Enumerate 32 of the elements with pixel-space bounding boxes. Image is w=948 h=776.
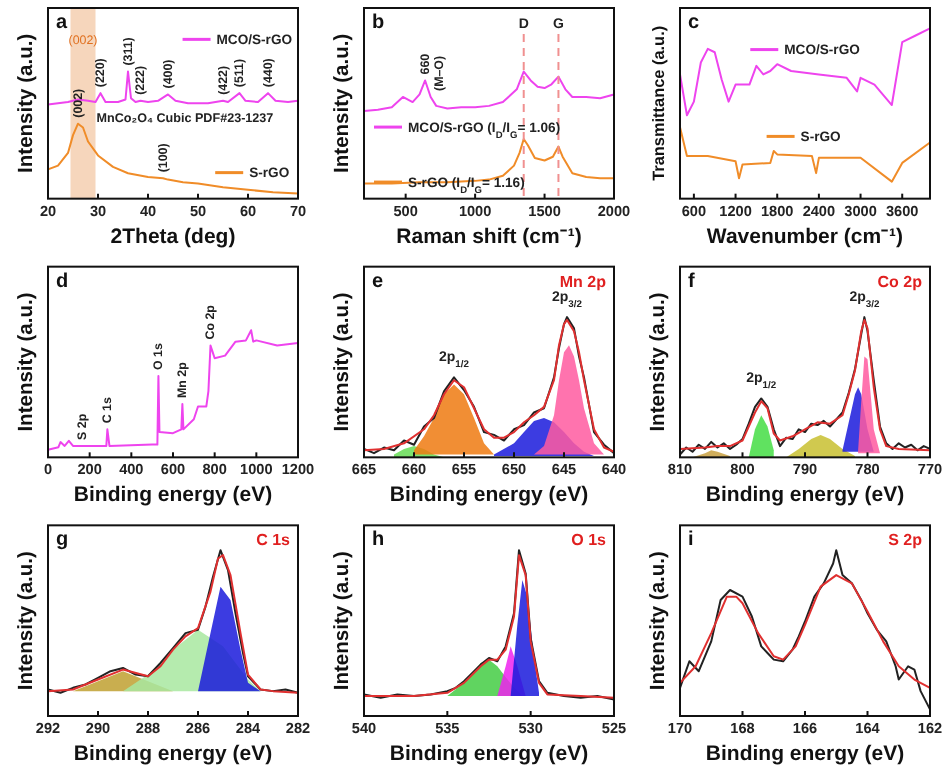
y-axis-title: Intensity (a.u.): [332, 292, 354, 432]
chart-subtitle: Co 2p: [877, 272, 923, 291]
chart-title: e: [372, 270, 384, 293]
x-axis-title: 2Theta (deg): [110, 224, 236, 249]
chart-title: b: [372, 12, 385, 34]
x-axis-title: Binding energy (eV): [73, 483, 273, 508]
chart-title: a: [56, 12, 68, 34]
chart-title: g: [56, 529, 69, 552]
chart-title: f: [688, 270, 696, 293]
y-axis-title: Intensity (a.u.): [16, 33, 38, 173]
chart-subtitle: Mn 2p: [559, 272, 607, 291]
y-axis-title: Intensity (a.u.): [16, 551, 38, 691]
chart-subtitle: O 1s: [571, 531, 608, 550]
y-axis-title: Intensity (a.u.): [16, 292, 38, 432]
y-axis-title: Transmittance (a.u.): [650, 25, 668, 181]
chart-title: i: [688, 529, 694, 552]
chart-title: c: [688, 12, 700, 34]
x-axis-title: Raman shift (cm⁻¹): [396, 224, 582, 249]
y-axis-title: Intensity (a.u.): [648, 551, 670, 691]
chart-title: d: [56, 270, 69, 293]
x-axis-title: Binding energy (eV): [389, 483, 589, 508]
x-axis-title: Wavenumber (cm⁻¹): [706, 224, 904, 249]
x-axis-title: Binding energy (eV): [705, 742, 905, 766]
y-axis-title: Intensity (a.u.): [648, 292, 670, 432]
x-axis-title: Binding energy (eV): [389, 742, 589, 766]
y-axis-title: Intensity (a.u.): [332, 33, 354, 173]
x-axis-title: Binding energy (eV): [73, 742, 273, 766]
x-axis-title: Binding energy (eV): [705, 483, 905, 508]
y-axis-title: Intensity (a.u.): [332, 551, 354, 691]
chart-title: h: [372, 529, 385, 552]
chart-subtitle: S 2p: [888, 531, 923, 550]
chart-subtitle: C 1s: [256, 531, 292, 550]
